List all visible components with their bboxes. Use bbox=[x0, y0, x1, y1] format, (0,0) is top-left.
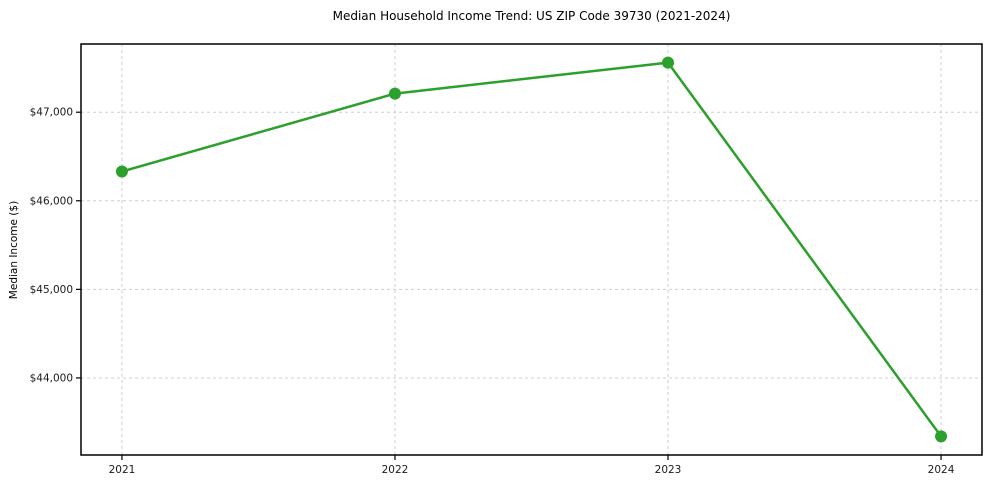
x-tick-label: 2022 bbox=[382, 464, 409, 476]
data-point-marker bbox=[662, 56, 675, 69]
axes-border bbox=[80, 43, 983, 456]
x-tick-label: 2024 bbox=[928, 464, 955, 476]
data-point-marker bbox=[935, 430, 948, 443]
y-tick-label: $46,000 bbox=[30, 195, 73, 207]
chart-title: Median Household Income Trend: US ZIP Co… bbox=[332, 9, 731, 23]
y-tick-label: $44,000 bbox=[30, 372, 73, 384]
y-tick-label: $47,000 bbox=[30, 107, 73, 119]
x-tick-label: 2023 bbox=[655, 464, 682, 476]
y-tick-label: $45,000 bbox=[30, 284, 73, 296]
trend-line bbox=[120, 61, 943, 438]
x-tick-label: 2021 bbox=[109, 464, 136, 476]
data-point-marker bbox=[388, 87, 401, 100]
data-point-marker bbox=[115, 165, 128, 178]
